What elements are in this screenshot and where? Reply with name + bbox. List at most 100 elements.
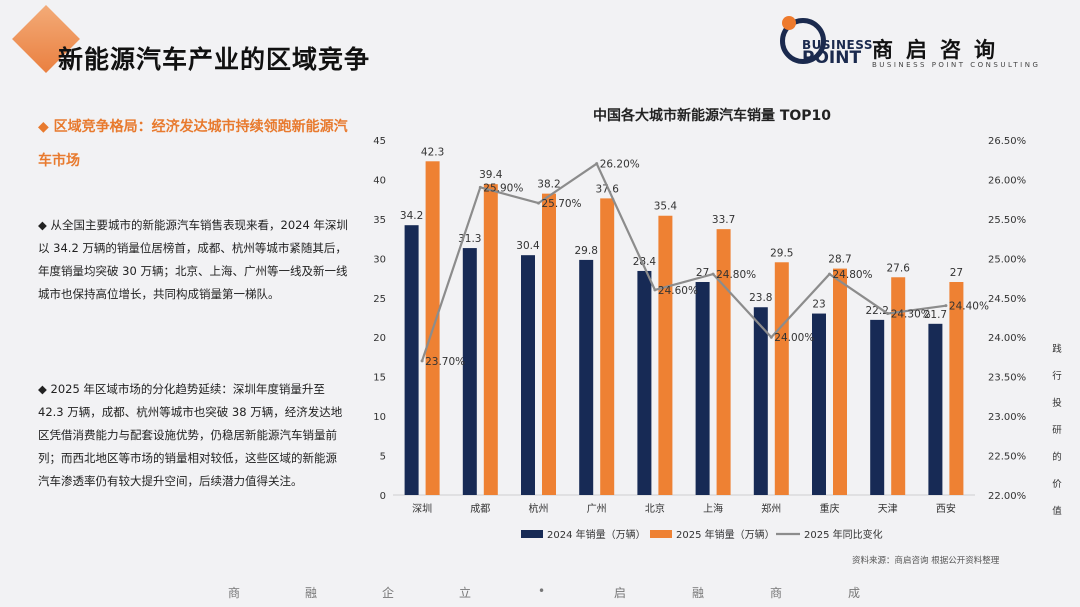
x-tick-label: 成都 bbox=[470, 503, 490, 515]
y-left-tick: 5 bbox=[380, 452, 386, 463]
y-left-tick: 30 bbox=[373, 254, 386, 265]
bar-2025-label: 42.3 bbox=[421, 146, 444, 158]
x-tick-label: 天津 bbox=[878, 503, 898, 515]
yoy-point bbox=[711, 272, 715, 276]
yoy-label: 25.70% bbox=[542, 198, 582, 210]
bar-2025-label: 29.5 bbox=[770, 247, 793, 259]
y-right-tick: 24.00% bbox=[988, 333, 1026, 344]
logo-tagline: BUSINESS POINT CONSULTING bbox=[872, 61, 1041, 69]
page-title: 新能源汽车产业的区域竞争 bbox=[58, 45, 371, 74]
bar-2024-label: 22.2 bbox=[866, 305, 889, 317]
source-note: 资料来源：商启咨询 根据公开资料整理 bbox=[852, 556, 1000, 566]
logo-text-point: POINT bbox=[802, 48, 862, 68]
bar-2024-label: 29.8 bbox=[575, 245, 598, 257]
x-tick-label: 北京 bbox=[645, 502, 665, 515]
y-right-tick: 25.00% bbox=[988, 254, 1026, 265]
y-right-tick: 26.00% bbox=[988, 175, 1026, 186]
y-left-tick: 10 bbox=[373, 412, 386, 423]
bar-2025 bbox=[542, 193, 556, 495]
side-char: 行 bbox=[1052, 371, 1062, 382]
bar-2024 bbox=[753, 307, 768, 495]
x-tick-label: 重庆 bbox=[820, 502, 840, 515]
bar-2024 bbox=[462, 248, 477, 495]
bar-2025-label: 27 bbox=[950, 267, 963, 279]
yoy-label: 23.70% bbox=[425, 356, 465, 368]
y-right-tick: 22.50% bbox=[988, 452, 1026, 463]
bar-2025 bbox=[891, 277, 906, 495]
yoy-point bbox=[944, 304, 948, 308]
legend-swatch-2025 bbox=[650, 530, 672, 538]
logo-ring bbox=[780, 18, 826, 64]
logo-text-business: BUSINESS bbox=[802, 38, 873, 52]
yoy-label: 26.20% bbox=[600, 159, 640, 171]
legend-label-line: 2025 年同比变化 bbox=[804, 528, 883, 541]
y-right-tick: 24.50% bbox=[988, 294, 1026, 305]
yoy-point bbox=[595, 162, 599, 166]
x-tick-label: 西安 bbox=[936, 502, 956, 515]
yoy-point bbox=[769, 335, 773, 339]
footer-char: 商 bbox=[228, 586, 241, 600]
side-char: 研 bbox=[1052, 425, 1062, 436]
y-left-tick: 45 bbox=[373, 136, 386, 147]
bar-2024 bbox=[404, 225, 419, 495]
yoy-point bbox=[478, 185, 482, 189]
bar-2024-label: 30.4 bbox=[516, 240, 540, 252]
x-tick-label: 郑州 bbox=[761, 502, 781, 515]
side-vertical-note: 践 行 投 研 的 价 值 bbox=[1050, 336, 1064, 525]
bar-2025-label: 35.4 bbox=[654, 201, 678, 213]
bar-2025 bbox=[483, 184, 498, 495]
side-char: 投 bbox=[1052, 398, 1062, 409]
side-char: 价 bbox=[1052, 479, 1062, 490]
y-left-tick: 20 bbox=[373, 333, 386, 344]
yoy-label: 24.30% bbox=[891, 309, 931, 321]
x-tick-label: 上海 bbox=[703, 502, 723, 515]
yoy-label: 24.00% bbox=[774, 332, 814, 344]
yoy-point bbox=[653, 288, 657, 292]
bar-2024-label: 21.7 bbox=[924, 309, 947, 321]
yoy-point bbox=[886, 312, 890, 316]
footer-char: 融 bbox=[692, 586, 705, 600]
footer-dot: • bbox=[538, 584, 546, 598]
side-char: 值 bbox=[1052, 506, 1062, 517]
bar-2025 bbox=[833, 268, 847, 495]
yoy-label: 24.40% bbox=[949, 301, 989, 313]
footer-slogan: 商 融 企 立 • 启 融 商 成 bbox=[0, 584, 1080, 600]
paragraph-1: ◆ 从全国主要城市的新能源汽车销售表现来看，2024 年深圳以 34.2 万辆的… bbox=[38, 218, 348, 301]
y-left-tick: 15 bbox=[373, 373, 386, 384]
y-right-tick: 23.50% bbox=[988, 373, 1026, 384]
bar-2024 bbox=[870, 319, 885, 495]
footer-char: 成 bbox=[848, 586, 861, 600]
section-subtitle: ◆ 区域竞争格局：经济发达城市持续领跑新能源汽车市场 bbox=[38, 119, 348, 169]
yoy-label: 24.80% bbox=[716, 269, 756, 281]
paragraph-2: ◆ 2025 年区域市场的分化趋势延续：深圳年度销量升至 42.3 万辆，成都、… bbox=[38, 382, 343, 488]
bar-2024 bbox=[637, 270, 652, 495]
bar-2024 bbox=[695, 282, 710, 495]
yoy-change-line bbox=[421, 162, 947, 362]
yoy-label: 25.90% bbox=[483, 182, 523, 194]
bar-2024-label: 23 bbox=[812, 299, 825, 311]
yoy-label: 24.60% bbox=[658, 285, 698, 297]
bar-2024 bbox=[521, 255, 535, 495]
logo-dot bbox=[782, 16, 796, 30]
side-char: 的 bbox=[1052, 452, 1062, 463]
yoy-point bbox=[828, 272, 831, 276]
footer-char: 立 bbox=[459, 586, 472, 600]
y-left-tick: 0 bbox=[380, 491, 386, 502]
y-left-tick: 25 bbox=[373, 294, 386, 305]
footer-char: 商 bbox=[770, 586, 783, 600]
bar-2025 bbox=[600, 198, 615, 495]
legend-label-2025: 2025 年销量（万辆） bbox=[676, 528, 775, 541]
y-right-tick: 26.50% bbox=[988, 136, 1026, 147]
y-right-tick: 22.00% bbox=[988, 491, 1026, 502]
logo-text-chinese: 商启咨询 bbox=[872, 38, 1008, 62]
bar-2024-label: 34.2 bbox=[400, 210, 423, 222]
footer-char: 启 bbox=[614, 586, 627, 600]
bar-2024-label: 23.8 bbox=[749, 292, 772, 304]
yoy-label: 24.80% bbox=[833, 269, 873, 281]
legend-label-2024: 2024 年销量（万辆） bbox=[547, 528, 646, 541]
bar-2024 bbox=[579, 259, 594, 495]
bar-2025-label: 33.7 bbox=[712, 214, 735, 226]
x-tick-label: 深圳 bbox=[412, 503, 432, 515]
bar-2025 bbox=[774, 262, 789, 495]
